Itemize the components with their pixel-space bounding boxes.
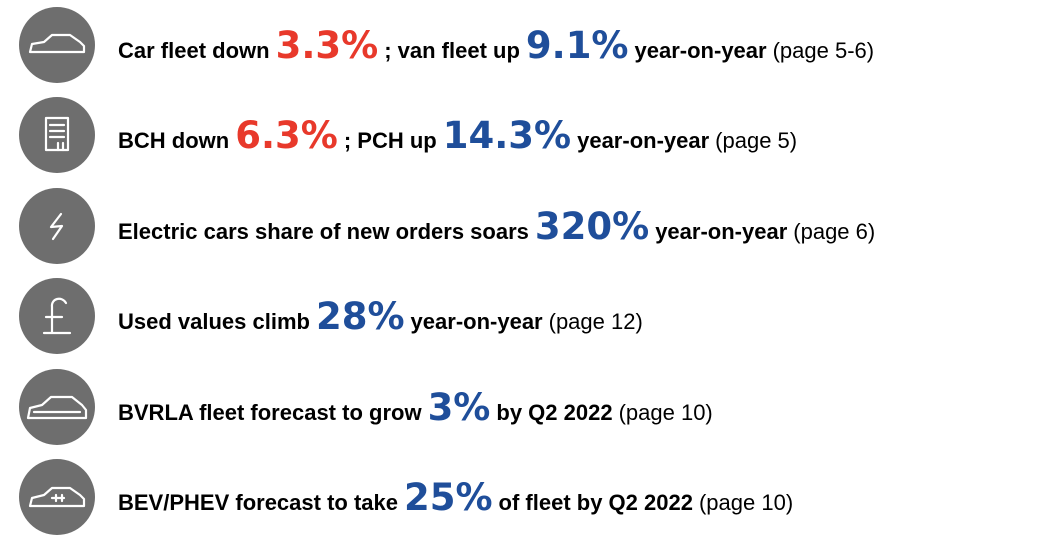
- figure: 6.3%: [235, 113, 338, 157]
- text: by Q2 2022: [496, 399, 613, 425]
- figure: 320%: [534, 204, 650, 248]
- page-ref: (page 10): [618, 399, 713, 425]
- text: year-on-year: [655, 218, 788, 244]
- item: BCH down 6.3% ; PCH up 14.3% year-on-yea…: [18, 96, 797, 174]
- text: of fleet by Q2 2022: [498, 489, 693, 515]
- text: Car fleet down: [118, 37, 270, 63]
- figure: 3%: [427, 385, 491, 429]
- page-ref: (page 5-6): [772, 37, 875, 63]
- text: year-on-year: [577, 127, 710, 153]
- text: Electric cars share of new orders soars: [118, 218, 529, 244]
- text: ; van fleet up: [384, 37, 520, 63]
- page-ref: (page 5): [715, 127, 798, 153]
- text: BCH down: [118, 127, 230, 153]
- figure: 14.3%: [442, 113, 572, 157]
- item: BEV/PHEV forecast to take 25% of fleet b…: [18, 458, 793, 536]
- text: BVRLA fleet forecast to grow: [118, 399, 422, 425]
- item: BVRLA fleet forecast to grow 3% by Q2 20…: [18, 368, 713, 446]
- page-ref: (page 6): [793, 218, 876, 244]
- fleet-icon: [19, 369, 95, 445]
- text: year-on-year: [634, 37, 767, 63]
- document-icon: [19, 97, 95, 173]
- text: year-on-year: [410, 308, 543, 334]
- item: Car fleet down 3.3% ; van fleet up 9.1% …: [18, 6, 874, 84]
- figure: 28%: [315, 294, 405, 338]
- text: BEV/PHEV forecast to take: [118, 489, 398, 515]
- figure: 3.3%: [275, 23, 379, 67]
- figure: 25%: [403, 475, 493, 519]
- text: Used values climb: [118, 308, 310, 334]
- item: Electric cars share of new orders soars …: [18, 187, 875, 265]
- car-icon: [19, 7, 95, 83]
- page-ref: (page 10): [698, 489, 794, 515]
- ev-icon: [19, 459, 95, 535]
- item: Used values climb 28% year-on-year (page…: [18, 277, 643, 355]
- bolt-icon: [19, 188, 95, 264]
- text: ; PCH up: [343, 127, 437, 153]
- page-ref: (page 12): [548, 308, 643, 334]
- pound-icon: [19, 278, 95, 354]
- figure: 9.1%: [525, 23, 629, 67]
